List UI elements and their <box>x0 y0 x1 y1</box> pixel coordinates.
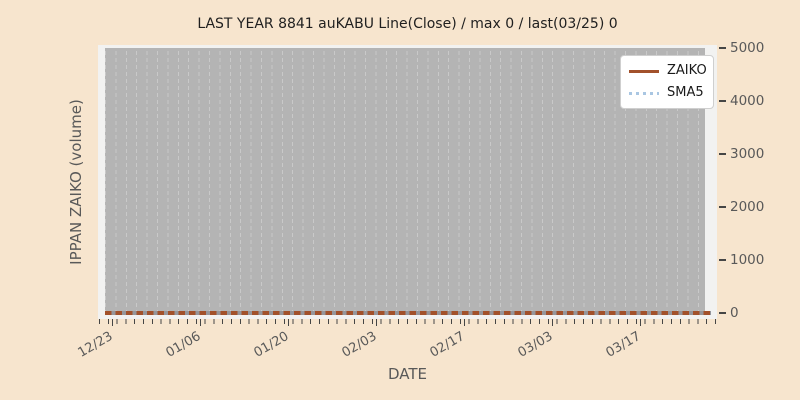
y-tick-mark <box>719 259 726 261</box>
y-tick-mark <box>719 312 726 314</box>
dotted-line-swatch <box>629 91 659 95</box>
zaiko-series-line <box>105 311 711 315</box>
y-tick-label: 0 <box>730 305 739 321</box>
x-tick-label: 01/20 <box>251 329 291 361</box>
x-tick-mark <box>288 319 290 326</box>
y-tick-mark <box>719 206 726 208</box>
x-tick-label: 03/03 <box>515 329 555 361</box>
plot-area: ZAIKO SMA5 <box>98 45 717 319</box>
y-axis-label: IPPAN ZAIKO (volume) <box>67 99 85 265</box>
solid-line-swatch <box>629 69 659 73</box>
legend: ZAIKO SMA5 <box>620 55 714 109</box>
x-tick-mark <box>200 319 202 326</box>
y-tick-label: 4000 <box>730 93 765 109</box>
x-tick-label: 02/17 <box>427 329 467 361</box>
plot-background <box>105 48 705 313</box>
legend-item-zaiko: ZAIKO <box>629 62 707 80</box>
legend-item-sma5: SMA5 <box>629 84 705 102</box>
x-axis-minor-ticks <box>99 319 716 324</box>
y-tick-label: 3000 <box>730 146 765 162</box>
y-tick-label: 5000 <box>730 40 765 56</box>
chart-title: LAST YEAR 8841 auKABU Line(Close) / max … <box>197 16 618 32</box>
x-tick-label: 01/06 <box>163 329 203 361</box>
y-tick-mark <box>719 153 726 155</box>
x-tick-label: 03/17 <box>603 329 643 361</box>
y-tick-label: 1000 <box>730 252 765 268</box>
x-tick-mark <box>376 319 378 326</box>
x-tick-mark <box>552 319 554 326</box>
legend-label: ZAIKO <box>667 63 707 78</box>
x-tick-mark <box>112 319 114 326</box>
y-tick-label: 2000 <box>730 199 765 215</box>
legend-label: SMA5 <box>667 85 704 100</box>
x-axis-label: DATE <box>387 365 428 383</box>
x-tick-label: 02/03 <box>339 329 379 361</box>
y-tick-mark <box>719 47 726 49</box>
x-tick-mark <box>464 319 466 326</box>
y-tick-mark <box>719 100 726 102</box>
x-tick-label: 12/23 <box>75 329 115 361</box>
x-tick-mark <box>640 319 642 326</box>
